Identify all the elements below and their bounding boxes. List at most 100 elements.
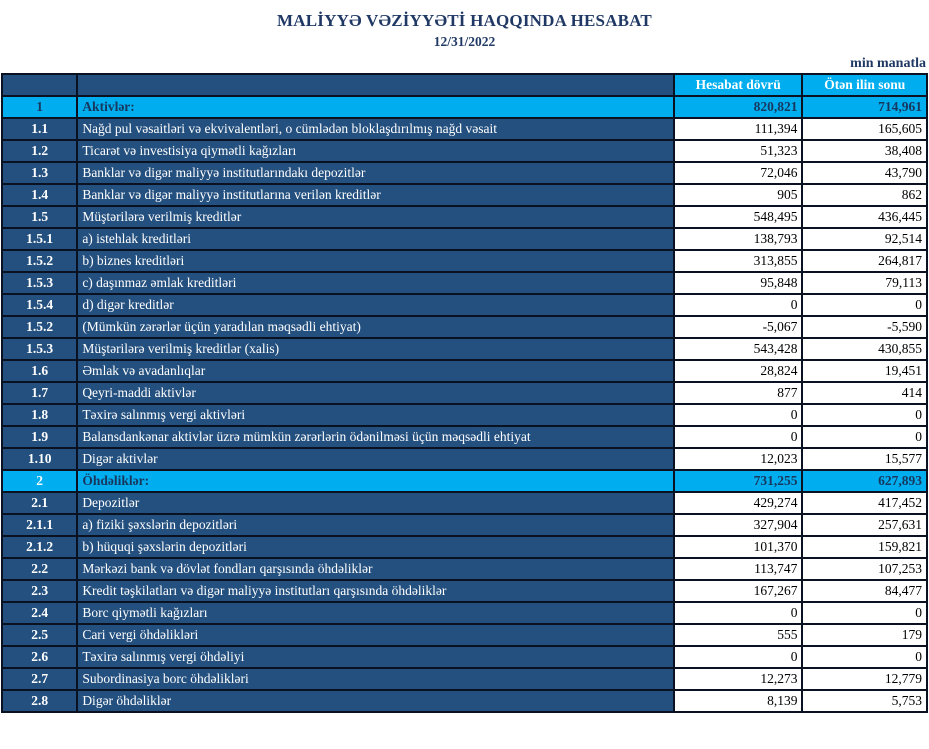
current-value-cell: 429,274 [672, 491, 804, 515]
current-value-cell: 138,793 [672, 227, 804, 251]
table-row: 1.5.2 b) biznes kreditləri 313,855 264,8… [0, 249, 928, 273]
current-value-cell: 0 [672, 425, 804, 449]
row-label-cell: c) daşınmaz əmlak kreditləri [76, 271, 675, 295]
previous-value-cell: 0 [801, 601, 928, 625]
current-value-cell: 820,821 [672, 95, 804, 119]
row-number-cell: 1.2 [0, 139, 79, 163]
row-number-cell: 2.7 [0, 667, 79, 691]
row-label-cell: Banklar və digər maliyyə institutlarına … [76, 183, 675, 207]
row-label-cell: Kredit təşkilatları və digər maliyyə ins… [76, 579, 675, 603]
row-label-cell: Banklar və digər maliyyə institutlarında… [76, 161, 675, 185]
table-row: 2.1.1 a) fiziki şəxslərin depozitləri 32… [0, 513, 928, 537]
previous-value-cell: 165,605 [801, 117, 928, 141]
previous-value-cell: 43,790 [801, 161, 928, 185]
row-number-cell: 2.4 [0, 601, 79, 625]
row-label-cell: a) fiziki şəxslərin depozitləri [76, 513, 675, 537]
row-label-cell: b) biznes kreditləri [76, 249, 675, 273]
current-value-cell: -5,067 [672, 315, 804, 339]
row-label-cell: Öhdəliklər: [76, 469, 675, 493]
row-number-cell: 1.1 [0, 117, 79, 141]
row-number-cell: 2.2 [0, 557, 79, 581]
row-number-cell: 1.5 [0, 205, 79, 229]
previous-value-cell: 159,821 [801, 535, 928, 559]
row-label-cell: Mərkəzi bank və dövlət fondları qarşısın… [76, 557, 675, 581]
row-number-cell: 1.5.3 [0, 337, 79, 361]
row-number-cell: 1.10 [0, 447, 79, 471]
current-value-cell: 548,495 [672, 205, 804, 229]
row-label-cell: (Mümkün zərərlər üçün yaradılan məqsədli… [76, 315, 675, 339]
previous-value-cell: 19,451 [801, 359, 928, 383]
current-value-cell: 0 [672, 601, 804, 625]
table-row: 1.5.3 c) daşınmaz əmlak kreditləri 95,84… [0, 271, 928, 295]
table-row: 2.4 Borc qiymətli kağızları 0 0 [0, 601, 928, 625]
row-number-cell: 1.5.4 [0, 293, 79, 317]
current-value-cell: 555 [672, 623, 804, 647]
previous-value-cell: 92,514 [801, 227, 928, 251]
table-header-row: Hesabat dövrü Ötən ilin sonu [0, 73, 928, 97]
row-number-cell: 1.3 [0, 161, 79, 185]
row-number-cell: 1.7 [0, 381, 79, 405]
current-value-cell: 167,267 [672, 579, 804, 603]
row-label-cell: Depozitlər [76, 491, 675, 515]
table-row: 1.1 Nağd pul vəsaitləri və ekvivalentlər… [0, 117, 928, 141]
current-value-cell: 0 [672, 293, 804, 317]
row-label-cell: Cari vergi öhdəlikləri [76, 623, 675, 647]
table-row: 1.8 Təxirə salınmış vergi aktivləri 0 0 [0, 403, 928, 427]
table-row: 1.7 Qeyri-maddi aktivlər 877 414 [0, 381, 928, 405]
previous-value-cell: 38,408 [801, 139, 928, 163]
previous-value-cell: 0 [801, 293, 928, 317]
row-number-cell: 2.1.1 [0, 513, 79, 537]
table-row: 1 Aktivlər: 820,821 714,961 [0, 95, 928, 119]
row-number-cell: 1.5.3 [0, 271, 79, 295]
row-number-cell: 2.1.2 [0, 535, 79, 559]
current-value-cell: 12,023 [672, 447, 804, 471]
table-row: 1.5.4 d) digər kreditlər 0 0 [0, 293, 928, 317]
table-row: 2.7 Subordinasiya borc öhdəlikləri 12,27… [0, 667, 928, 691]
previous-value-cell: 5,753 [801, 689, 928, 713]
table-row: 2.5 Cari vergi öhdəlikləri 555 179 [0, 623, 928, 647]
current-value-cell: 113,747 [672, 557, 804, 581]
row-number-cell: 1.5.2 [0, 315, 79, 339]
table-row: 2.3 Kredit təşkilatları və digər maliyyə… [0, 579, 928, 603]
row-number-cell: 1.5.2 [0, 249, 79, 273]
table-row: 2.2 Mərkəzi bank və dövlət fondları qarş… [0, 557, 928, 581]
row-number-cell: 1.8 [0, 403, 79, 427]
current-value-cell: 905 [672, 183, 804, 207]
column-header-current: Hesabat dövrü [672, 73, 804, 97]
table-row: 2.8 Digər öhdəliklər 8,139 5,753 [0, 689, 928, 713]
column-header-previous: Ötən ilin sonu [801, 73, 928, 97]
table-body: 1 Aktivlər: 820,821 714,961 1.1 Nağd pul… [0, 95, 928, 713]
row-number-cell: 2.3 [0, 579, 79, 603]
row-label-cell: Əmlak və avadanlıqlar [76, 359, 675, 383]
current-value-cell: 51,323 [672, 139, 804, 163]
current-value-cell: 95,848 [672, 271, 804, 295]
previous-value-cell: 179 [801, 623, 928, 647]
previous-value-cell: 107,253 [801, 557, 928, 581]
row-label-cell: a) istehlak kreditləri [76, 227, 675, 251]
table-row: 2.1 Depozitlər 429,274 417,452 [0, 491, 928, 515]
current-value-cell: 28,824 [672, 359, 804, 383]
table-row: 1.2 Ticarət və investisiya qiymətli kağı… [0, 139, 928, 163]
row-label-cell: Qeyri-maddi aktivlər [76, 381, 675, 405]
table-row: 1.9 Balansdankənar aktivlər üzrə mümkün … [0, 425, 928, 449]
row-label-cell: Subordinasiya borc öhdəlikləri [76, 667, 675, 691]
current-value-cell: 731,255 [672, 469, 804, 493]
table-row: 1.5.2 (Mümkün zərərlər üçün yaradılan mə… [0, 315, 928, 339]
previous-value-cell: 0 [801, 645, 928, 669]
previous-value-cell: 84,477 [801, 579, 928, 603]
previous-value-cell: 0 [801, 403, 928, 427]
table-row: 1.5.3 Müştərilərə verilmiş kreditlər (xa… [0, 337, 928, 361]
current-value-cell: 313,855 [672, 249, 804, 273]
current-value-cell: 72,046 [672, 161, 804, 185]
table-row: 1.6 Əmlak və avadanlıqlar 28,824 19,451 [0, 359, 928, 383]
header-label-cell [76, 73, 675, 97]
balance-table: Hesabat dövrü Ötən ilin sonu 1 Aktivlər:… [0, 73, 928, 713]
row-label-cell: Müştərilərə verilmiş kreditlər (xalis) [76, 337, 675, 361]
row-label-cell: Digər öhdəliklər [76, 689, 675, 713]
row-label-cell: Müştərilərə verilmiş kreditlər [76, 205, 675, 229]
row-number-cell: 2.6 [0, 645, 79, 669]
row-label-cell: Digər aktivlər [76, 447, 675, 471]
current-value-cell: 8,139 [672, 689, 804, 713]
row-number-cell: 1.5.1 [0, 227, 79, 251]
row-label-cell: Borc qiymətli kağızları [76, 601, 675, 625]
